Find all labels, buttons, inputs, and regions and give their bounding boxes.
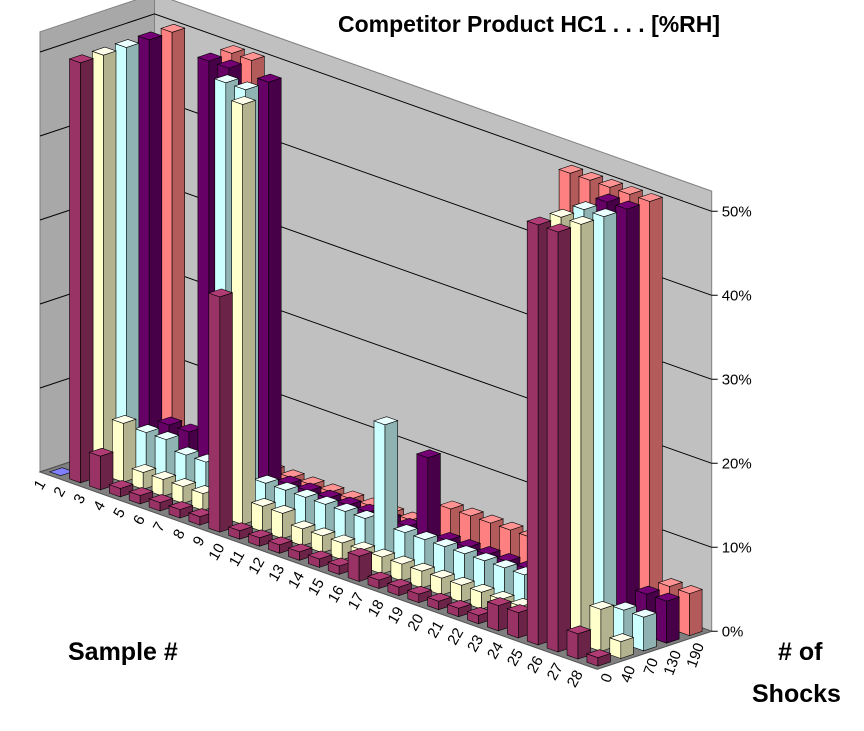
bar-sample-18-shocks-0 <box>386 578 413 597</box>
z-tick-label: 130 <box>661 648 686 677</box>
x-tick-label: 16 <box>325 583 348 606</box>
bar-sample-28-shocks-0 <box>585 649 612 667</box>
y-tick-label: 10% <box>722 539 752 556</box>
bar-sample-4-shocks-40 <box>131 464 157 490</box>
bar-sample-19-shocks-40 <box>429 569 456 596</box>
bar-sample-26-shocks-130 <box>614 200 641 630</box>
bar-sample-27-shocks-0 <box>566 625 592 660</box>
x-tick-label: 3 <box>70 491 89 507</box>
x-tick-label: 8 <box>170 526 189 542</box>
bar-sample-2-shocks-40 <box>91 46 117 476</box>
bar-sample-9-shocks-40 <box>230 96 257 525</box>
z-tick-label: 40 <box>618 664 640 685</box>
x-tick-label: 12 <box>245 555 268 578</box>
x-axis-label: Sample # <box>68 638 178 666</box>
bar-sample-8-shocks-130 <box>256 73 283 503</box>
bar-sample-2-shocks-0 <box>68 54 95 484</box>
bar-sample-26-shocks-70 <box>591 208 618 638</box>
x-tick-label: 1 <box>31 477 50 493</box>
z-axis-label-line1: # of <box>778 638 823 666</box>
bar-sample-2-shocks-70 <box>114 39 140 468</box>
x-tick-label: 15 <box>305 576 328 599</box>
bar-sample-4-shocks-0 <box>108 480 134 498</box>
z-axis-label-line2: Shocks <box>752 680 841 708</box>
bar-sample-3-shocks-0 <box>88 447 114 491</box>
x-tick-label: 26 <box>524 653 547 676</box>
bar-sample-12-shocks-0 <box>267 536 294 554</box>
x-tick-label: 23 <box>464 632 487 655</box>
bar-sample-2-shocks-190 <box>160 23 186 453</box>
bar-sample-28-shocks-130 <box>654 592 681 644</box>
y-tick-label: 30% <box>722 371 752 388</box>
bar-sample-28-shocks-70 <box>631 608 658 652</box>
bar-sample-11-shocks-0 <box>247 529 274 547</box>
bar-sample-26-shocks-0 <box>546 223 572 653</box>
x-tick-label: 13 <box>265 562 288 585</box>
bar-sample-18-shocks-40 <box>409 562 436 589</box>
x-tick-label: 18 <box>365 597 388 620</box>
x-tick-label: 2 <box>50 484 69 500</box>
x-tick-label: 19 <box>384 604 407 627</box>
z-tick-label: 70 <box>640 656 662 677</box>
bar-sample-2-shocks-130 <box>137 31 163 461</box>
y-tick-label: 50% <box>722 203 752 220</box>
y-axis-ticks: 0% 10% 20% 30% 40% 50% <box>711 203 752 640</box>
x-tick-label: 10 <box>205 541 228 564</box>
bar-sample-26-shocks-40 <box>569 215 595 645</box>
bar-sample-6-shocks-0 <box>148 494 174 512</box>
x-tick-label: 28 <box>564 667 587 690</box>
bar-sample-20-shocks-0 <box>426 592 453 611</box>
x-tick-label: 9 <box>190 533 209 549</box>
bar-sample-28-shocks-40 <box>608 633 635 659</box>
x-tick-label: 27 <box>544 660 567 683</box>
x-tick-label: 17 <box>345 590 368 613</box>
bar-sample-9-shocks-0 <box>207 288 234 533</box>
x-tick-label: 4 <box>90 498 109 514</box>
x-tick-label: 5 <box>110 505 129 521</box>
bar-sample-28-shocks-190 <box>677 585 704 637</box>
x-tick-label: 20 <box>404 611 427 634</box>
x-tick-label: 11 <box>226 548 249 570</box>
bar-sample-26-shocks-190 <box>637 193 664 622</box>
chart-title: Competitor Product HC1 . . . [%RH] <box>338 11 720 37</box>
x-tick-label: 21 <box>424 618 447 641</box>
x-tick-label: 6 <box>130 512 149 528</box>
bar-sample-16-shocks-0 <box>347 547 373 582</box>
x-tick-label: 22 <box>444 625 467 648</box>
x-tick-label: 24 <box>484 639 507 662</box>
x-tick-label: 25 <box>504 646 527 669</box>
y-tick-label: 40% <box>722 287 752 304</box>
x-tick-label: 14 <box>285 569 308 592</box>
bars <box>48 23 704 667</box>
gridline <box>39 13 712 212</box>
z-tick-label: 0 <box>598 671 617 685</box>
y-tick-label: 20% <box>722 455 752 472</box>
x-tick-label: 7 <box>150 519 169 535</box>
y-tick-label: 0% <box>722 623 744 640</box>
z-tick-label: 190 <box>683 641 708 670</box>
bar-sample-6-shocks-40 <box>171 478 197 504</box>
